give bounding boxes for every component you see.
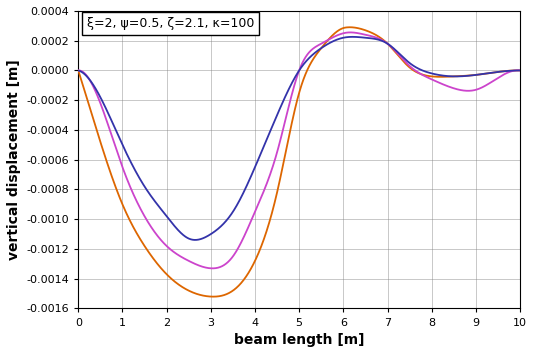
Text: ξ=2, ψ=0.5, ζ=2.1, κ=100: ξ=2, ψ=0.5, ζ=2.1, κ=100 bbox=[87, 17, 255, 30]
X-axis label: beam length [m]: beam length [m] bbox=[234, 333, 364, 347]
Y-axis label: vertical displacement [m]: vertical displacement [m] bbox=[7, 59, 21, 260]
